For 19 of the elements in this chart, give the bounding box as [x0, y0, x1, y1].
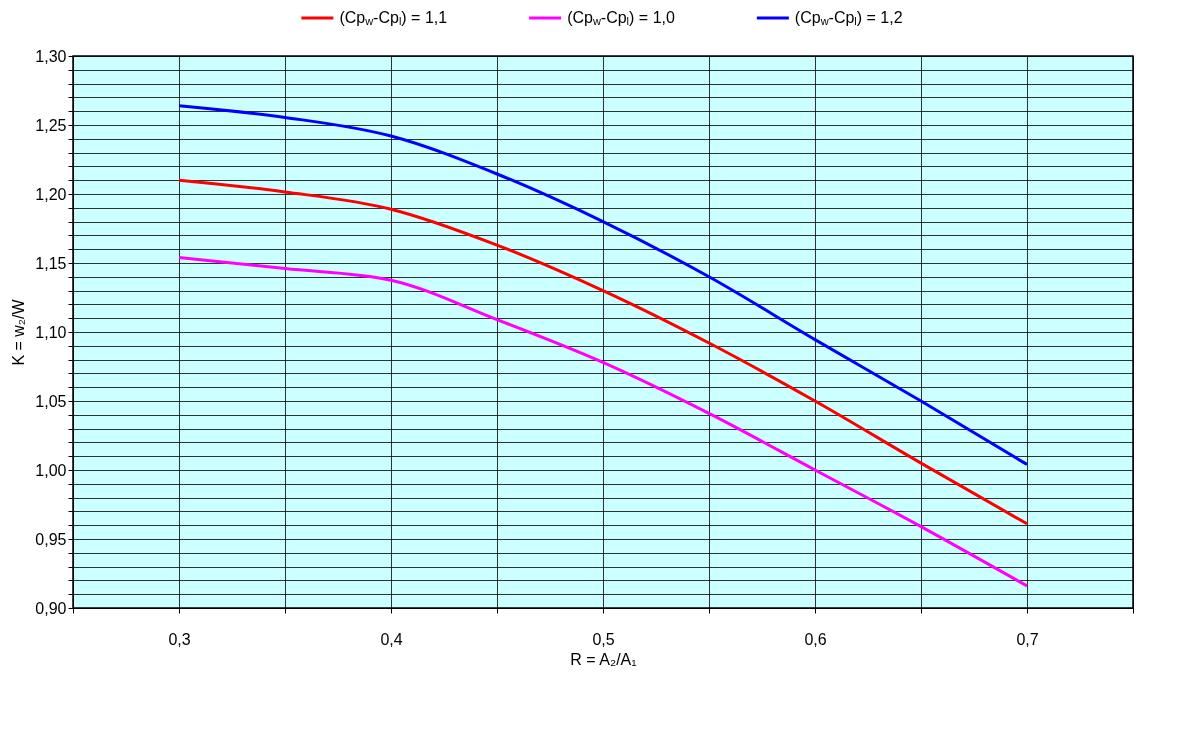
- line-series: [177, 178, 1029, 526]
- y-axis-title: K = w₂/W: [10, 298, 28, 366]
- x-tick-label: 0,7: [1016, 630, 1039, 648]
- y-tick-label: 1,05: [35, 392, 67, 410]
- y-tick-label: 1,10: [35, 323, 67, 341]
- y-tick-label: 1,30: [35, 47, 67, 65]
- y-tick-label: 1,15: [35, 254, 67, 272]
- line-series: [177, 255, 1029, 588]
- x-axis-title: R = A₂/A₁: [570, 650, 637, 668]
- x-tick-label: 0,3: [168, 630, 191, 648]
- x-tick-label: 0,5: [592, 630, 615, 648]
- y-tick-label: 1,20: [35, 185, 67, 203]
- y-tick-label: 0,90: [35, 599, 67, 617]
- y-tick-label: 0,95: [35, 530, 67, 548]
- line-series: [177, 104, 1029, 466]
- y-tick-label: 1,00: [35, 461, 67, 479]
- y-tick-label: 1,25: [35, 116, 67, 134]
- x-tick-label: 0,4: [380, 630, 403, 648]
- x-tick-label: 0,6: [804, 630, 827, 648]
